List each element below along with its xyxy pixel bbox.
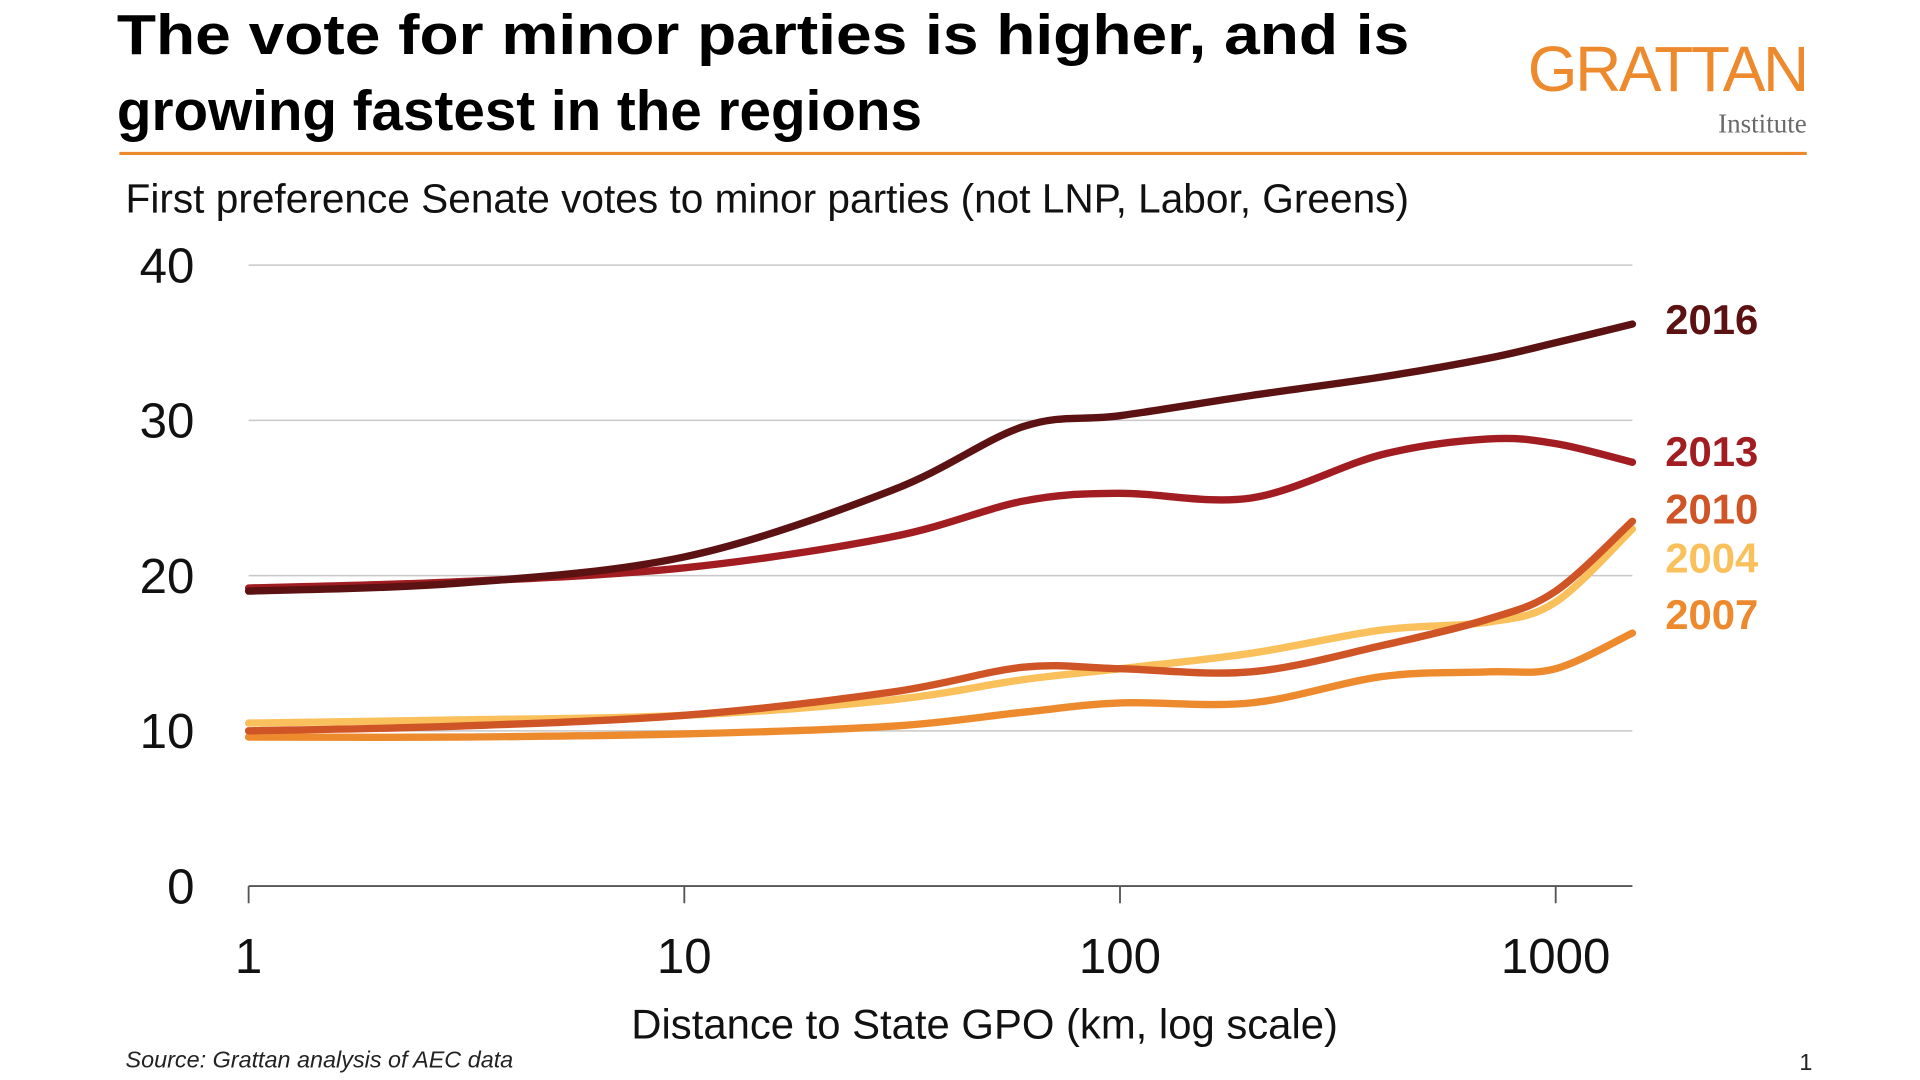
series-line-2010 — [244, 517, 1637, 735]
series-line-2004 — [244, 525, 1637, 727]
series-line-2007 — [244, 629, 1637, 741]
logo-sub: Institute — [1718, 109, 1807, 139]
series-line-2016 — [244, 320, 1637, 595]
y-tick-label: 40 — [140, 238, 195, 293]
x-tick-label: 10 — [657, 929, 712, 984]
chart-subtitle: First preference Senate votes to minor p… — [126, 175, 1409, 221]
x-tick-label: 1000 — [1501, 929, 1611, 984]
x-tick-label: 100 — [1079, 929, 1161, 984]
grattan-logo: GRATTAN Institute — [1528, 33, 1809, 139]
title-line-1: The vote for minor parties is higher, an… — [117, 3, 1409, 66]
title-line-2: growing fastest in the regions — [117, 79, 922, 142]
page-number: 1 — [1799, 1049, 1812, 1075]
series-label-2016: 2016 — [1665, 296, 1758, 343]
x-axis-label: Distance to State GPO (km, log scale) — [631, 1000, 1338, 1047]
gridlines — [248, 264, 1633, 732]
series-label-2010: 2010 — [1665, 486, 1758, 533]
series-line-2013 — [244, 434, 1637, 592]
y-tick-label: 30 — [140, 394, 195, 449]
x-tick-label: 1 — [235, 929, 262, 984]
source-note: Source: Grattan analysis of AEC data — [126, 1047, 514, 1073]
axes: 0 10 20 30 40 1 10 100 1000 — [140, 238, 1633, 984]
series-label-2004: 2004 — [1665, 535, 1758, 582]
y-tick-label: 10 — [140, 704, 195, 759]
series-lines — [244, 320, 1637, 741]
series-label-2013: 2013 — [1665, 428, 1758, 475]
y-tick-label: 20 — [140, 549, 195, 604]
logo-name: GRATTAN — [1528, 33, 1807, 105]
y-tick-label: 0 — [167, 859, 194, 914]
series-label-2007: 2007 — [1665, 591, 1758, 638]
